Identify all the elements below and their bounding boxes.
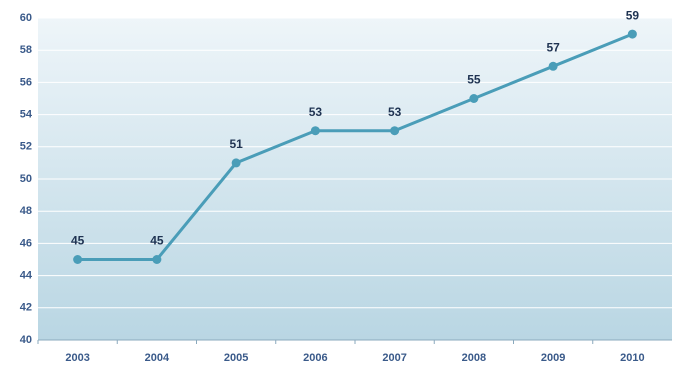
point xyxy=(627,29,637,39)
point xyxy=(548,61,558,71)
point xyxy=(231,158,241,168)
value-label: 57 xyxy=(546,40,560,54)
x-tick-label: 2005 xyxy=(224,352,248,364)
x-tick-label: 2006 xyxy=(303,352,327,364)
point xyxy=(469,94,479,103)
x-tick-label: 2008 xyxy=(462,352,486,364)
x-tick-label: 2003 xyxy=(65,352,89,364)
point xyxy=(152,255,162,264)
value-label: 53 xyxy=(309,105,323,119)
x-tick-label: 2007 xyxy=(382,352,406,364)
point xyxy=(310,126,320,136)
y-tick-label: 44 xyxy=(20,270,33,282)
y-tick-label: 46 xyxy=(20,237,32,249)
y-tick-label: 42 xyxy=(20,302,32,314)
y-tick-label: 58 xyxy=(20,44,32,56)
point xyxy=(73,255,83,264)
y-tick-label: 56 xyxy=(20,76,32,88)
y-tick-label: 48 xyxy=(20,205,32,217)
value-label: 59 xyxy=(626,8,640,22)
y-tick-label: 52 xyxy=(20,141,32,153)
y-tick-label: 50 xyxy=(20,173,32,185)
y-tick-label: 40 xyxy=(20,334,32,346)
value-label: 53 xyxy=(388,105,402,119)
y-tick-label: 54 xyxy=(20,109,33,121)
series-line xyxy=(77,32,633,261)
x-tick-label: 2009 xyxy=(541,352,565,364)
point xyxy=(390,126,400,136)
x-tick-label: 2004 xyxy=(145,352,170,364)
value-label: 45 xyxy=(150,234,164,248)
value-label: 45 xyxy=(71,234,85,248)
value-label: 55 xyxy=(467,73,481,87)
value-label: 51 xyxy=(229,137,243,151)
y-tick-label: 60 xyxy=(20,12,32,24)
x-tick-label: 2010 xyxy=(620,352,644,364)
